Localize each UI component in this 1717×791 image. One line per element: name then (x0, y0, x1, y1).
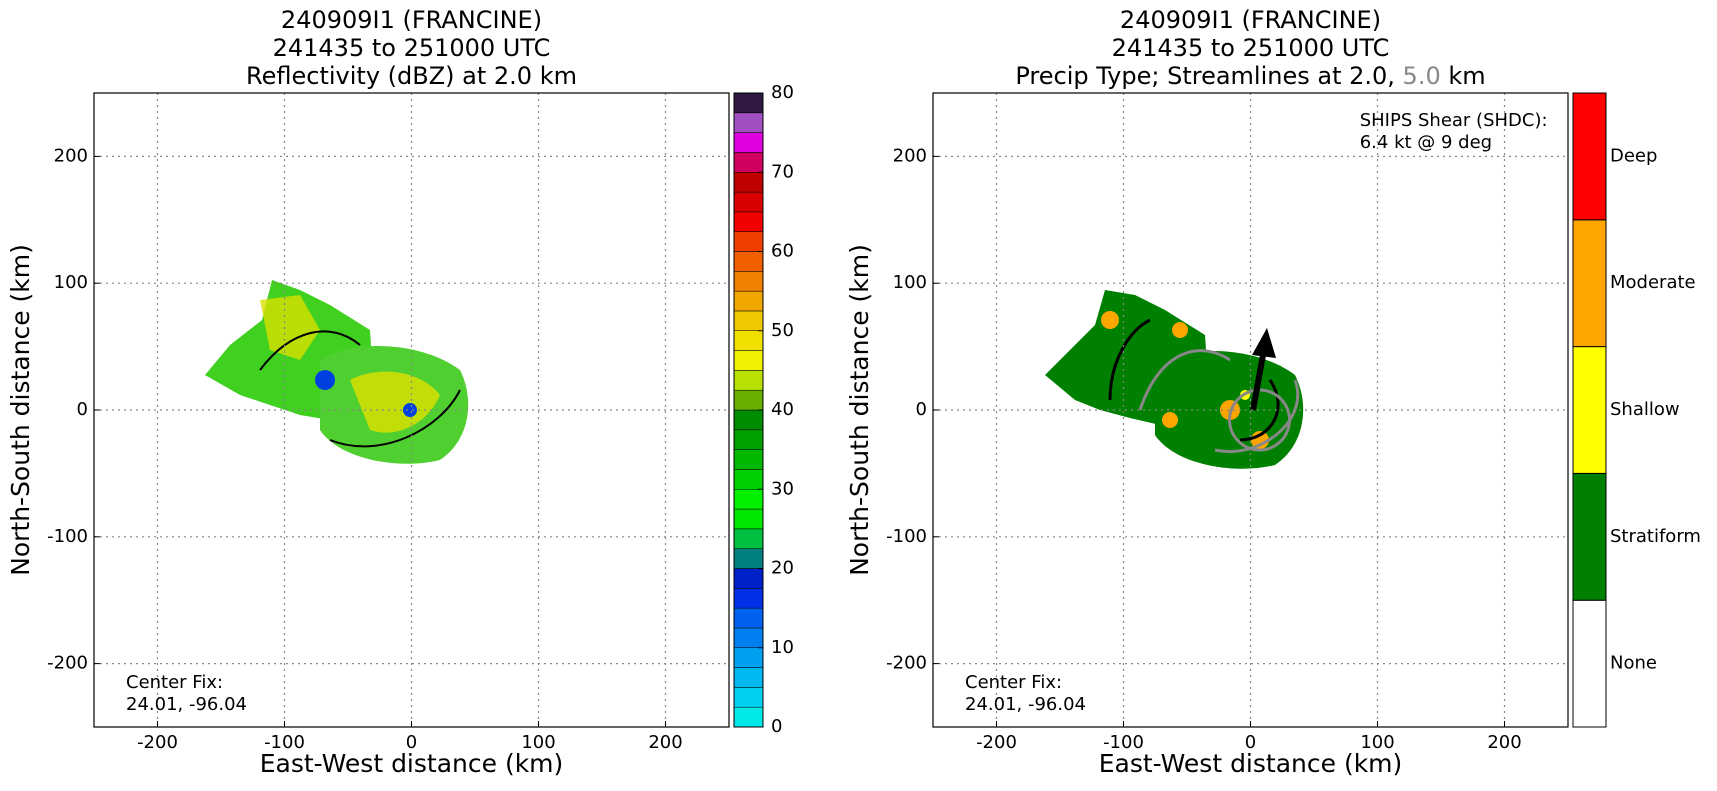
plot-frame (932, 92, 1569, 728)
chart-title: 240909I1 (FRANCINE) (281, 6, 542, 34)
chart-title: 240909I1 (FRANCINE) (1120, 6, 1381, 34)
x-tick-label: 200 (648, 732, 682, 753)
colorbar-segment (733, 330, 764, 351)
x-tick-label: 0 (1245, 732, 1256, 753)
colorbar-label: Deep (1610, 145, 1657, 166)
colorbar-segment (733, 706, 764, 728)
colorbar-segment (733, 350, 764, 371)
y-tick-label: 200 (54, 145, 88, 166)
colorbar-tick-label: 50 (771, 320, 794, 341)
colorbar-segment (733, 508, 764, 530)
colorbar-segment (1572, 92, 1607, 221)
colorbar-tick-label: 20 (771, 558, 794, 579)
colorbar-segment (733, 528, 764, 549)
colorbar-segment (1572, 599, 1607, 728)
chart-title: 241435 to 251000 UTC (273, 34, 551, 62)
y-tick-label: 100 (54, 272, 88, 293)
colorbar-segment (733, 449, 764, 470)
y-tick-label: 200 (893, 145, 927, 166)
y-tick-label: -200 (886, 653, 927, 674)
colorbar-segment (733, 409, 764, 431)
precip-type-field (1045, 290, 1304, 469)
x-tick-label: -200 (976, 732, 1017, 753)
y-tick-label: -100 (47, 526, 88, 547)
colorbar-segment (733, 607, 764, 629)
colorbar-segment (733, 231, 764, 252)
colorbar-segment (733, 310, 764, 331)
colorbar-segment (1572, 472, 1607, 601)
colorbar-tick-label: 30 (771, 478, 794, 499)
reflectivity-field (205, 280, 469, 464)
colorbar-segment (733, 271, 764, 292)
colorbar-segment (733, 568, 764, 589)
annotation: Center Fix: (965, 672, 1062, 693)
x-tick-label: 0 (406, 732, 417, 753)
colorbar-segment (733, 251, 764, 272)
colorbar-tick-label: 60 (771, 241, 794, 262)
colorbar-segment (733, 469, 764, 490)
colorbar-segment (733, 687, 764, 708)
chart-title: 241435 to 251000 UTC (1112, 34, 1390, 62)
x-tick-label: -200 (137, 732, 178, 753)
x-tick-label: 100 (1360, 732, 1394, 753)
colorbar-segment (733, 588, 764, 609)
colorbar-tick-label: 70 (771, 161, 794, 182)
colorbar-segment (1572, 346, 1607, 474)
y-tick-label: -200 (47, 653, 88, 674)
colorbar-segment (733, 211, 764, 232)
y-axis-label: North-South distance (km) (6, 244, 35, 576)
title-part: 5.0 (1403, 62, 1441, 90)
x-axis-label: East-West distance (km) (260, 749, 564, 778)
colorbar-tick-label: 10 (771, 637, 794, 658)
y-tick-label: 0 (916, 399, 927, 420)
colorbar-segment (733, 191, 764, 213)
title-part: Precip Type; Streamlines at 2.0, (1015, 62, 1395, 90)
colorbar-segment (733, 548, 764, 569)
colorbar-label: None (1610, 653, 1657, 674)
colorbar-tick-label: 80 (771, 82, 794, 103)
colorbar-segment (733, 172, 764, 193)
colorbar-segment (733, 152, 764, 173)
colorbar-segment (733, 389, 764, 411)
annotation: Center Fix: (126, 672, 223, 693)
colorbar-segment (733, 370, 764, 391)
y-tick-label: 0 (77, 399, 88, 420)
annotation: SHIPS Shear (SHDC): (1360, 110, 1548, 131)
colorbar-label: Shallow (1610, 399, 1680, 420)
colorbar-segment (733, 627, 764, 648)
chart-title: Precip Type; Streamlines at 2.0, 5.0 km (1015, 62, 1485, 90)
colorbar-label: Stratiform (1610, 526, 1701, 547)
colorbar-frame (1572, 92, 1607, 728)
colorbar-segment (733, 290, 764, 312)
colorbar-segment (733, 112, 764, 133)
colorbar-tick-label: 0 (771, 716, 782, 737)
x-axis-label: East-West distance (km) (1099, 749, 1403, 778)
colorbar-segment (733, 489, 764, 510)
colorbar-segment (733, 667, 764, 688)
colorbar-segment (733, 92, 764, 114)
colorbar-segment (733, 647, 764, 668)
y-tick-label: -100 (886, 526, 927, 547)
colorbar-tick-label: 40 (771, 399, 794, 420)
x-tick-label: -100 (1103, 732, 1144, 753)
chart-title: Reflectivity (dBZ) at 2.0 km (246, 62, 577, 90)
annotation: 24.01, -96.04 (965, 694, 1086, 715)
annotation: 24.01, -96.04 (126, 694, 247, 715)
colorbar-segment (733, 429, 764, 450)
annotation: 6.4 kt @ 9 deg (1360, 132, 1492, 153)
colorbar-segment (1572, 219, 1607, 348)
colorbar-label: Moderate (1610, 272, 1696, 293)
colorbar-frame (733, 92, 764, 728)
x-tick-label: -100 (264, 732, 305, 753)
x-tick-label: 100 (521, 732, 555, 753)
x-tick-label: 200 (1487, 732, 1521, 753)
y-tick-label: 100 (893, 272, 927, 293)
colorbar-segment (733, 132, 764, 153)
title-part: km (1448, 62, 1485, 90)
y-axis-label: North-South distance (km) (845, 244, 874, 576)
plot-frame (93, 92, 730, 728)
